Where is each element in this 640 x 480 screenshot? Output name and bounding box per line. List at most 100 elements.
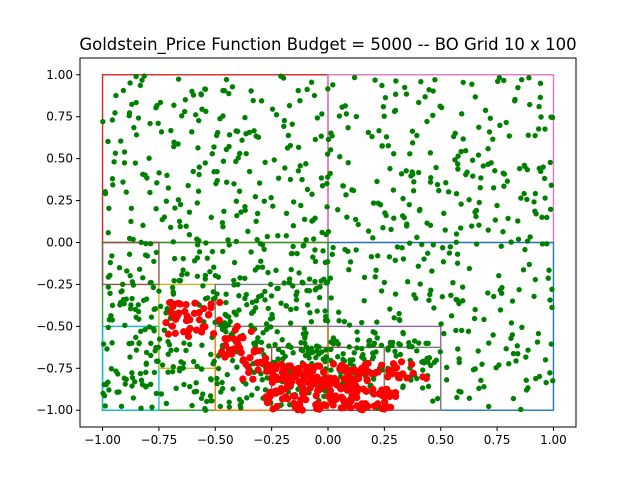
best-point <box>231 326 239 334</box>
best-point <box>342 401 350 410</box>
sample-point <box>250 97 256 104</box>
sample-point <box>190 358 197 365</box>
sample-point <box>490 293 497 300</box>
sample-point <box>411 179 417 185</box>
sample-point <box>138 377 145 383</box>
sample-point <box>297 163 303 169</box>
sample-point <box>360 351 366 358</box>
sample-point <box>283 303 289 309</box>
sample-point <box>512 96 518 103</box>
sample-point <box>509 298 516 304</box>
sample-point <box>186 231 193 238</box>
sample-point <box>342 246 348 253</box>
sample-point <box>469 81 475 87</box>
best-point <box>200 304 208 313</box>
sample-point <box>102 189 108 195</box>
sample-point <box>485 227 491 233</box>
best-point <box>332 377 340 385</box>
sample-point <box>475 348 481 354</box>
sample-point <box>387 306 393 312</box>
sample-point <box>220 248 226 255</box>
sample-point <box>443 364 450 371</box>
sample-point <box>151 258 157 265</box>
sample-point <box>446 250 453 256</box>
sample-point <box>262 297 268 303</box>
sample-point <box>214 177 221 184</box>
sample-point <box>229 84 236 90</box>
sample-point <box>373 267 379 273</box>
sample-point <box>269 106 276 112</box>
sample-point <box>148 279 154 286</box>
best-point <box>215 316 223 324</box>
sample-point <box>318 278 324 284</box>
sample-point <box>424 220 430 226</box>
sample-point <box>236 307 242 313</box>
best-point <box>210 330 218 338</box>
sample-point <box>186 209 193 215</box>
sample-point <box>116 389 122 395</box>
sample-point <box>390 187 397 193</box>
sample-point <box>350 187 357 194</box>
best-point <box>299 361 307 369</box>
sample-point <box>535 126 542 132</box>
sample-point <box>319 111 325 117</box>
sample-point <box>539 241 546 247</box>
sample-point <box>192 112 199 118</box>
sample-point <box>514 343 520 349</box>
sample-point <box>383 134 390 140</box>
x-tick-label: 1.00 <box>540 433 567 447</box>
sample-point <box>409 128 416 134</box>
sample-point <box>318 349 325 355</box>
sample-point <box>438 104 445 111</box>
sample-point <box>539 214 545 220</box>
sample-point <box>180 255 187 262</box>
sample-point <box>316 344 322 350</box>
sample-point <box>127 354 133 360</box>
sample-point <box>327 147 334 153</box>
sample-point <box>430 88 436 94</box>
sample-point <box>281 280 287 286</box>
sample-point <box>217 115 223 122</box>
best-point <box>198 328 206 336</box>
sample-point <box>268 293 275 299</box>
sample-point <box>329 251 335 257</box>
sample-point <box>479 361 485 367</box>
sample-point <box>283 233 290 239</box>
sample-point <box>310 236 317 242</box>
sample-point <box>422 94 428 100</box>
best-point <box>168 322 177 330</box>
sample-point <box>398 171 405 177</box>
best-point <box>291 403 299 411</box>
sample-point <box>202 86 209 92</box>
sample-point <box>352 216 359 223</box>
sample-point <box>226 242 232 248</box>
sample-point <box>117 300 124 306</box>
sample-point <box>173 347 180 353</box>
sample-point <box>212 272 219 279</box>
best-point <box>378 361 386 369</box>
sample-point <box>281 117 288 124</box>
sample-point <box>549 304 555 311</box>
best-point <box>387 403 395 411</box>
sample-point <box>505 215 511 222</box>
best-point <box>370 402 379 410</box>
sample-point <box>107 272 113 278</box>
sample-point <box>274 329 280 335</box>
sample-point <box>289 121 295 127</box>
sample-point <box>518 76 525 83</box>
sample-point <box>121 160 128 166</box>
best-point <box>249 375 257 383</box>
sample-point <box>312 247 318 253</box>
sample-point <box>487 115 494 121</box>
sample-point <box>195 145 201 151</box>
sample-point <box>428 174 434 181</box>
sample-point <box>196 117 202 124</box>
sample-point <box>454 394 460 401</box>
best-point <box>392 364 401 372</box>
sample-point <box>417 281 423 287</box>
sample-point <box>380 224 386 231</box>
sample-point <box>175 76 182 82</box>
sample-point <box>223 76 230 83</box>
best-point <box>409 369 417 377</box>
sample-point <box>202 407 209 413</box>
